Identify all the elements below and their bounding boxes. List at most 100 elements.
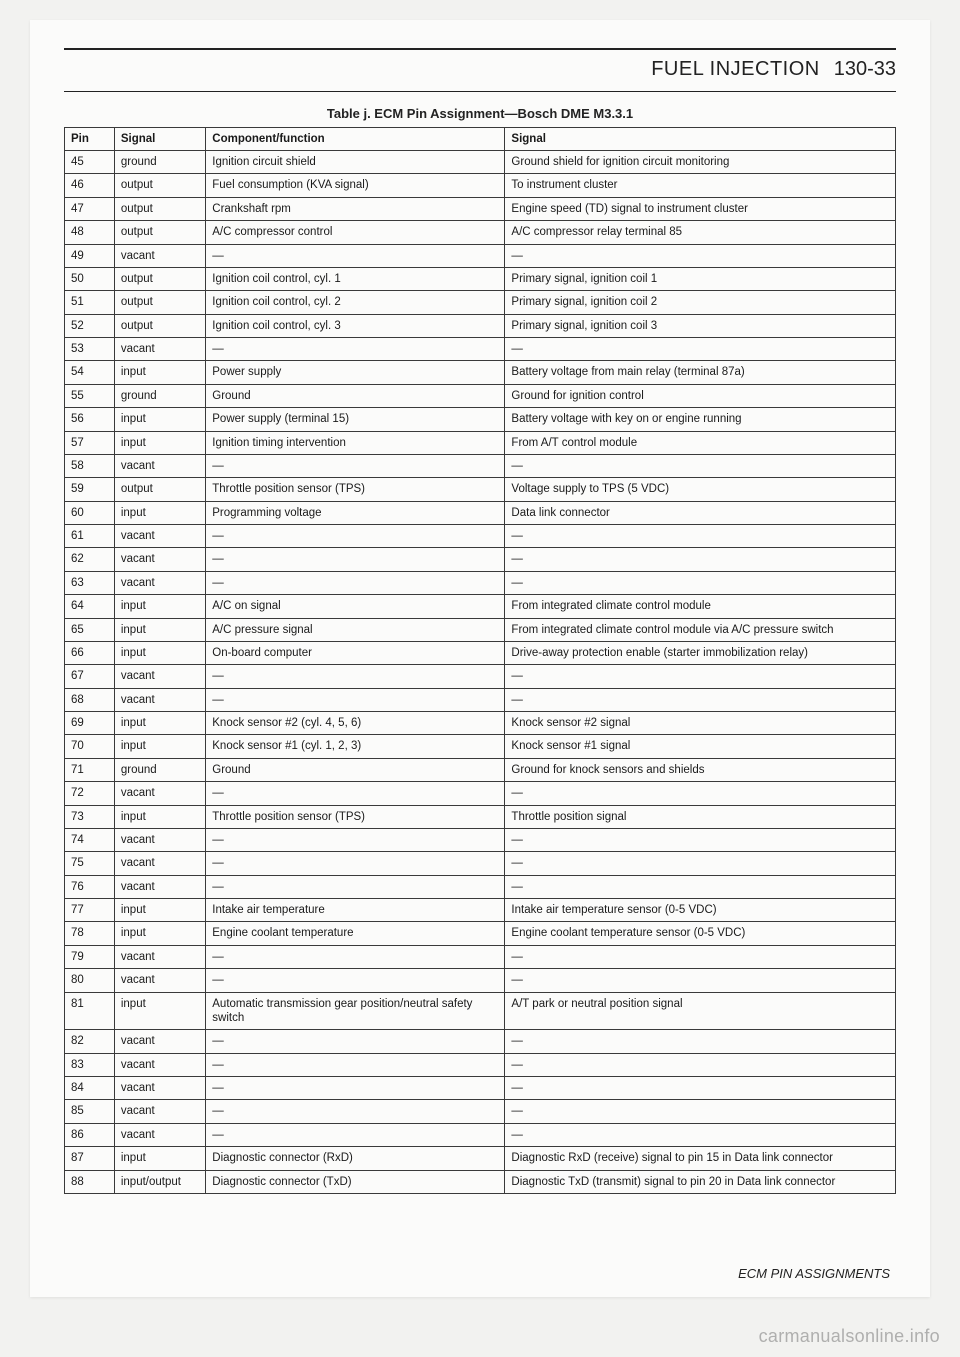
cell-signal: vacant xyxy=(114,969,205,992)
table-row: 73inputThrottle position sensor (TPS)Thr… xyxy=(65,805,896,828)
cell-pin: 56 xyxy=(65,408,115,431)
cell-signal: input xyxy=(114,992,205,1030)
cell-signal-desc: Primary signal, ignition coil 2 xyxy=(505,291,896,314)
table-row: 72vacant—— xyxy=(65,782,896,805)
table-body: 45groundIgnition circuit shieldGround sh… xyxy=(65,151,896,1194)
cell-signal: vacant xyxy=(114,1123,205,1146)
cell-pin: 87 xyxy=(65,1147,115,1170)
table-row: 54inputPower supplyBattery voltage from … xyxy=(65,361,896,384)
cell-component: A/C on signal xyxy=(206,595,505,618)
cell-component: Fuel consumption (KVA signal) xyxy=(206,174,505,197)
cell-signal: ground xyxy=(114,151,205,174)
cell-component: Automatic transmission gear position/neu… xyxy=(206,992,505,1030)
cell-signal-desc: Diagnostic TxD (transmit) signal to pin … xyxy=(505,1170,896,1193)
cell-signal: input xyxy=(114,595,205,618)
cell-signal-desc: From integrated climate control module xyxy=(505,595,896,618)
cell-signal-desc: — xyxy=(505,525,896,548)
cell-signal-desc: A/C compressor relay terminal 85 xyxy=(505,221,896,244)
table-row: 88input/outputDiagnostic connector (TxD)… xyxy=(65,1170,896,1193)
cell-signal: output xyxy=(114,221,205,244)
cell-component: Intake air temperature xyxy=(206,899,505,922)
cell-component: — xyxy=(206,1030,505,1053)
cell-signal-desc: — xyxy=(505,548,896,571)
table-row: 59outputThrottle position sensor (TPS)Vo… xyxy=(65,478,896,501)
cell-pin: 64 xyxy=(65,595,115,618)
cell-pin: 75 xyxy=(65,852,115,875)
cell-signal: vacant xyxy=(114,338,205,361)
cell-component: — xyxy=(206,1123,505,1146)
cell-component: On-board computer xyxy=(206,641,505,664)
cell-signal: input xyxy=(114,361,205,384)
cell-component: — xyxy=(206,945,505,968)
cell-signal-desc: — xyxy=(505,688,896,711)
cell-signal: ground xyxy=(114,758,205,781)
cell-signal: vacant xyxy=(114,1053,205,1076)
cell-signal-desc: — xyxy=(505,338,896,361)
cell-signal: ground xyxy=(114,384,205,407)
cell-signal-desc: Primary signal, ignition coil 3 xyxy=(505,314,896,337)
table-row: 65inputA/C pressure signalFrom integrate… xyxy=(65,618,896,641)
cell-signal: input xyxy=(114,922,205,945)
cell-signal-desc: Ground shield for ignition circuit monit… xyxy=(505,151,896,174)
cell-component: Ignition circuit shield xyxy=(206,151,505,174)
pin-assignment-table: Pin Signal Component/function Signal 45g… xyxy=(64,127,896,1194)
cell-component: A/C compressor control xyxy=(206,221,505,244)
table-row: 80vacant—— xyxy=(65,969,896,992)
cell-pin: 51 xyxy=(65,291,115,314)
cell-pin: 66 xyxy=(65,641,115,664)
cell-signal: input xyxy=(114,712,205,735)
cell-component: — xyxy=(206,548,505,571)
cell-signal-desc: — xyxy=(505,1053,896,1076)
cell-component: — xyxy=(206,875,505,898)
cell-signal: input xyxy=(114,735,205,758)
cell-component: — xyxy=(206,454,505,477)
cell-component: Programming voltage xyxy=(206,501,505,524)
table-head: Pin Signal Component/function Signal xyxy=(65,128,896,151)
cell-signal: output xyxy=(114,314,205,337)
cell-signal: output xyxy=(114,197,205,220)
page-header: FUEL INJECTION 130-33 xyxy=(64,58,896,81)
cell-pin: 52 xyxy=(65,314,115,337)
cell-signal-desc: — xyxy=(505,1030,896,1053)
cell-signal-desc: — xyxy=(505,828,896,851)
cell-signal-desc: From integrated climate control module v… xyxy=(505,618,896,641)
cell-signal: vacant xyxy=(114,454,205,477)
cell-component: Knock sensor #2 (cyl. 4, 5, 6) xyxy=(206,712,505,735)
cell-signal: output xyxy=(114,291,205,314)
cell-signal: input xyxy=(114,618,205,641)
table-row: 71groundGroundGround for knock sensors a… xyxy=(65,758,896,781)
cell-signal: vacant xyxy=(114,945,205,968)
table-row: 87inputDiagnostic connector (RxD)Diagnos… xyxy=(65,1147,896,1170)
table-row: 52outputIgnition coil control, cyl. 3Pri… xyxy=(65,314,896,337)
table-row: 68vacant—— xyxy=(65,688,896,711)
cell-signal: output xyxy=(114,174,205,197)
cell-pin: 85 xyxy=(65,1100,115,1123)
cell-signal-desc: — xyxy=(505,1077,896,1100)
cell-signal-desc: Intake air temperature sensor (0-5 VDC) xyxy=(505,899,896,922)
cell-component: Diagnostic connector (TxD) xyxy=(206,1170,505,1193)
table-row: 51outputIgnition coil control, cyl. 2Pri… xyxy=(65,291,896,314)
cell-signal-desc: From A/T control module xyxy=(505,431,896,454)
cell-signal: vacant xyxy=(114,525,205,548)
table-row: 58vacant—— xyxy=(65,454,896,477)
cell-signal: vacant xyxy=(114,1100,205,1123)
cell-signal-desc: To instrument cluster xyxy=(505,174,896,197)
table-row: 47outputCrankshaft rpmEngine speed (TD) … xyxy=(65,197,896,220)
cell-pin: 45 xyxy=(65,151,115,174)
table-row: 76vacant—— xyxy=(65,875,896,898)
cell-component: — xyxy=(206,525,505,548)
table-row: 74vacant—— xyxy=(65,828,896,851)
cell-signal-desc: — xyxy=(505,1100,896,1123)
cell-pin: 65 xyxy=(65,618,115,641)
table-row: 45groundIgnition circuit shieldGround sh… xyxy=(65,151,896,174)
cell-pin: 53 xyxy=(65,338,115,361)
cell-pin: 88 xyxy=(65,1170,115,1193)
cell-component: — xyxy=(206,1100,505,1123)
table-row: 67vacant—— xyxy=(65,665,896,688)
cell-component: Engine coolant temperature xyxy=(206,922,505,945)
cell-pin: 61 xyxy=(65,525,115,548)
cell-component: — xyxy=(206,571,505,594)
cell-signal: vacant xyxy=(114,1030,205,1053)
cell-signal-desc: Ground for knock sensors and shields xyxy=(505,758,896,781)
cell-component: Knock sensor #1 (cyl. 1, 2, 3) xyxy=(206,735,505,758)
